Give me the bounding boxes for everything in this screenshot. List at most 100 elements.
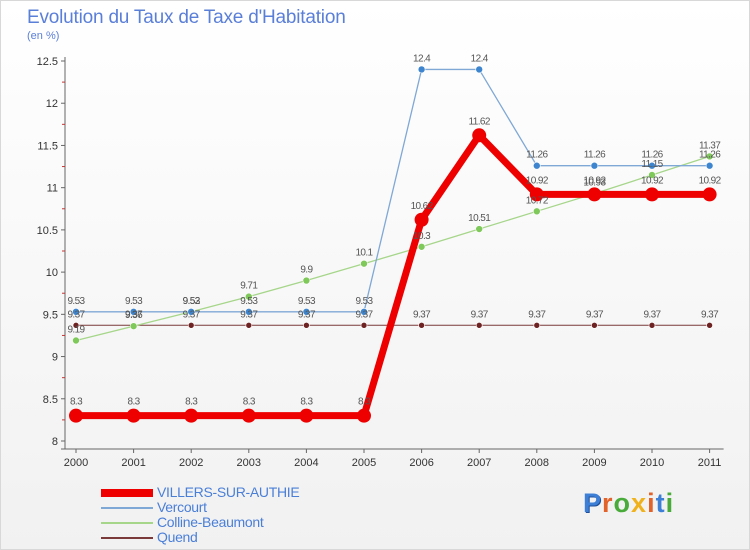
data-point-villers-sur-authie xyxy=(184,408,199,423)
data-point-villers-sur-authie xyxy=(587,187,602,202)
data-point-villers-sur-authie xyxy=(69,408,83,423)
x-tick-label: 2008 xyxy=(525,457,549,469)
data-point-colline-beaumont xyxy=(475,225,484,233)
data-label-villers-sur-authie: 8.3 xyxy=(243,397,256,408)
data-point-vercourt xyxy=(417,65,426,74)
data-label-colline-beaumont: 9.52 xyxy=(183,296,201,307)
data-label-quend: 9.37 xyxy=(355,309,373,320)
series-line-vercourt xyxy=(75,68,711,313)
data-point-vercourt xyxy=(475,65,484,74)
data-label-vercourt: 12.4 xyxy=(413,53,431,64)
data-point-quend xyxy=(706,322,713,329)
data-label-villers-sur-authie: 10.62 xyxy=(411,201,434,212)
legend-swatch xyxy=(101,489,153,497)
data-point-colline-beaumont xyxy=(72,336,80,345)
series-colline-beaumont xyxy=(72,152,714,345)
x-tick-label: 2000 xyxy=(64,457,88,469)
proxiti-logo: Proxiti xyxy=(583,488,675,518)
data-point-villers-sur-authie xyxy=(241,408,256,423)
data-point-quend xyxy=(303,322,310,329)
y-tick-label: 10 xyxy=(46,267,58,279)
data-label-villers-sur-authie: 10.92 xyxy=(641,175,664,186)
legend-item-villers-sur-authie: VILLERS-SUR-AUTHIE xyxy=(101,484,361,500)
data-label-vercourt: 9.53 xyxy=(240,296,258,307)
y-tick-label: 9 xyxy=(52,352,58,364)
data-point-vercourt xyxy=(360,307,368,316)
series-layer xyxy=(69,65,717,423)
legend-swatch xyxy=(101,537,153,539)
legend-swatch xyxy=(101,507,153,509)
data-label-quend: 9.37 xyxy=(125,309,143,320)
chart-title: Evolution du Taux de Taxe d'Habitation xyxy=(27,7,346,28)
data-point-colline-beaumont xyxy=(245,292,253,301)
legend-item-colline-beaumont: Colline-Beaumont xyxy=(101,514,361,530)
x-tick-label: 2006 xyxy=(409,457,433,469)
data-label-vercourt: 9.53 xyxy=(183,296,201,307)
data-point-villers-sur-authie xyxy=(645,187,659,202)
series-villers-sur-authie xyxy=(69,128,717,423)
data-point-vercourt xyxy=(302,307,311,316)
data-point-colline-beaumont xyxy=(532,207,541,216)
data-label-villers-sur-authie: 8.3 xyxy=(300,397,313,408)
data-point-villers-sur-authie xyxy=(126,408,141,423)
x-tick-label: 2004 xyxy=(294,457,318,469)
series-line-villers-sur-authie xyxy=(72,131,714,420)
legend-swatch xyxy=(101,522,153,524)
data-point-quend xyxy=(72,322,80,329)
data-label-villers-sur-authie: 10.92 xyxy=(526,175,549,186)
data-point-vercourt xyxy=(648,161,656,170)
data-label-vercourt: 11.26 xyxy=(526,150,548,161)
legend-label: Vercourt xyxy=(157,499,207,515)
data-point-quend xyxy=(245,322,253,329)
data-point-vercourt xyxy=(590,161,599,170)
data-label-villers-sur-authie: 11.62 xyxy=(469,116,491,127)
data-label-colline-beaumont: 10.72 xyxy=(526,195,549,206)
data-label-colline-beaumont: 9.36 xyxy=(125,310,143,321)
data-point-vercourt xyxy=(72,307,80,316)
legend-item-vercourt: Vercourt xyxy=(101,499,361,515)
data-label-quend: 9.37 xyxy=(413,309,431,320)
y-tick-label: 8 xyxy=(52,436,58,448)
data-label-colline-beaumont: 9.9 xyxy=(300,265,313,276)
data-point-quend xyxy=(533,322,541,329)
x-tick-label: 2003 xyxy=(237,457,261,469)
data-point-quend xyxy=(360,322,368,329)
data-label-colline-beaumont: 11.37 xyxy=(699,140,721,151)
data-point-colline-beaumont xyxy=(417,242,426,251)
data-point-vercourt xyxy=(245,307,253,316)
series-line-colline-beaumont xyxy=(75,155,711,342)
data-label-colline-beaumont: 11.15 xyxy=(641,159,663,170)
data-point-colline-beaumont xyxy=(302,276,311,285)
data-label-villers-sur-authie: 8.3 xyxy=(70,397,83,408)
y-tick-label: 12.5 xyxy=(37,56,58,68)
data-point-colline-beaumont xyxy=(705,152,714,161)
data-label-quend: 9.37 xyxy=(240,309,258,320)
legend-label: VILLERS-SUR-AUTHIE xyxy=(157,484,300,500)
series-vercourt xyxy=(72,65,714,316)
y-tick-label: 11 xyxy=(47,183,58,195)
data-label-quend: 9.37 xyxy=(528,309,546,320)
data-point-colline-beaumont xyxy=(129,322,138,330)
data-label-villers-sur-authie: 10.92 xyxy=(699,175,722,186)
data-label-quend: 9.37 xyxy=(298,309,316,320)
legend: VILLERS-SUR-AUTHIE Vercourt Colline-Beaumo… xyxy=(101,484,361,545)
x-tick-label: 2002 xyxy=(179,457,203,469)
x-tick-label: 2005 xyxy=(352,457,376,469)
y-tick-label: 11.5 xyxy=(37,140,58,152)
y-tick-label: 8.5 xyxy=(43,394,58,406)
axis-ticks: 8 8.5 9 9.5 10 10.5 11 11.5 12 12.5 2000 2001 2002 20… xyxy=(37,56,722,469)
data-label-vercourt: 9.53 xyxy=(355,296,373,307)
data-label-colline-beaumont: 10.1 xyxy=(355,248,373,259)
x-tick-label: 2001 xyxy=(121,457,145,469)
y-tick-label: 12 xyxy=(46,98,58,110)
data-label-villers-sur-authie: 8.3 xyxy=(128,397,141,408)
data-label-villers-sur-authie: 10.92 xyxy=(583,175,606,186)
y-tick-label: 9.5 xyxy=(43,309,58,321)
data-point-villers-sur-authie xyxy=(357,408,371,423)
data-point-villers-sur-authie xyxy=(472,128,487,143)
legend-label: Colline-Beaumont xyxy=(157,514,264,530)
data-point-colline-beaumont xyxy=(648,171,656,179)
x-tick-label: 2007 xyxy=(467,457,491,469)
x-tick-label: 2009 xyxy=(582,457,606,469)
